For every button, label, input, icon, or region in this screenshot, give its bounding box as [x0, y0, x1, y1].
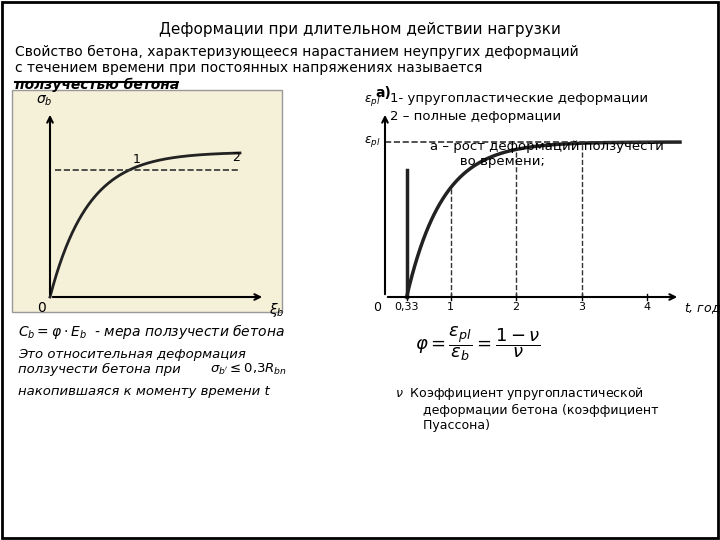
Text: $\varepsilon_{pl}$: $\varepsilon_{pl}$ [364, 93, 381, 108]
FancyBboxPatch shape [12, 90, 282, 312]
Text: 0,33: 0,33 [395, 302, 419, 312]
Text: а): а) [375, 86, 391, 100]
Text: 1: 1 [447, 302, 454, 312]
Text: 4: 4 [644, 302, 651, 312]
Text: 1- упругопластические деформации: 1- упругопластические деформации [390, 92, 648, 105]
Text: 3: 3 [578, 302, 585, 312]
Text: $t$, годы: $t$, годы [684, 301, 720, 316]
Text: $C_b = \varphi \cdot E_b$  - мера ползучести бетона: $C_b = \varphi \cdot E_b$ - мера ползуче… [18, 322, 285, 341]
Text: Это относительная деформация
ползучести бетона при: Это относительная деформация ползучести … [18, 348, 246, 376]
Text: накопившаяся к моменту времени t: накопившаяся к моменту времени t [18, 385, 270, 398]
Text: $\sigma_b$: $\sigma_b$ [36, 93, 53, 108]
Text: 2 – полные деформации: 2 – полные деформации [390, 110, 561, 123]
Text: 0: 0 [37, 301, 46, 315]
Text: Свойство бетона, характеризующееся нарастанием неупругих деформаций
с течением в: Свойство бетона, характеризующееся нарас… [15, 45, 579, 75]
Text: ползучестью бетона: ползучестью бетона [15, 78, 179, 92]
Text: $\nu$  Коэффициент упругопластической
       деформации бетона (коэффициент
    : $\nu$ Коэффициент упругопластической деф… [395, 385, 659, 432]
Text: 2: 2 [513, 302, 520, 312]
Text: Деформации при длительном действии нагрузки: Деформации при длительном действии нагру… [159, 22, 561, 37]
Text: 0: 0 [373, 301, 381, 314]
Text: а – рост деформаций ползучести
       во времени;: а – рост деформаций ползучести во времен… [430, 140, 664, 168]
Text: $\xi_b$: $\xi_b$ [269, 301, 284, 319]
Text: $\varepsilon_{pl}$: $\varepsilon_{pl}$ [364, 134, 381, 150]
Text: 2: 2 [232, 151, 240, 164]
Text: $\sigma_{b^{\prime}} \leq 0{,}3R_{bn}$: $\sigma_{b^{\prime}} \leq 0{,}3R_{bn}$ [210, 362, 287, 377]
Text: $\varphi = \dfrac{\varepsilon_{pl}}{\varepsilon_b} = \dfrac{1-\nu}{\nu}$: $\varphi = \dfrac{\varepsilon_{pl}}{\var… [415, 325, 541, 363]
Text: 1: 1 [133, 153, 141, 166]
